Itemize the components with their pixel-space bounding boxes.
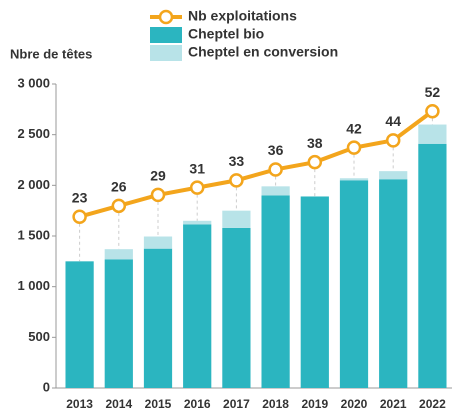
point	[72, 209, 87, 224]
data-label: 23	[72, 189, 88, 205]
bar	[104, 249, 133, 260]
bar	[183, 224, 212, 388]
data-label: 36	[268, 142, 284, 158]
legend-swatch	[150, 27, 182, 43]
y-axis-label: Nbre de têtes	[10, 46, 92, 61]
bar	[339, 180, 369, 388]
bar	[222, 210, 251, 228]
x-tick-label: 2022	[419, 397, 446, 411]
y-tick-label: 1 000	[17, 278, 50, 293]
bar	[222, 227, 251, 388]
x-tick-label: 2018	[262, 397, 289, 411]
bar	[143, 236, 173, 249]
bar	[183, 220, 212, 225]
x-tick-label: 2020	[341, 397, 368, 411]
bar	[143, 248, 173, 388]
y-tick-label: 0	[43, 379, 50, 394]
x-tick-label: 2013	[66, 397, 93, 411]
point	[425, 104, 440, 119]
x-tick-label: 2019	[301, 397, 328, 411]
bar	[339, 178, 369, 181]
y-tick-label: 1 500	[17, 227, 50, 242]
x-tick-label: 2014	[105, 397, 132, 411]
point	[346, 140, 362, 155]
point	[307, 154, 323, 170]
data-label: 42	[346, 120, 362, 136]
legend-label: Nb exploitations	[188, 8, 297, 24]
bar	[261, 195, 290, 388]
y-tick-label: 2 500	[17, 126, 50, 141]
legend-point	[158, 9, 174, 25]
y-tick-label: 500	[28, 329, 50, 344]
bar	[379, 179, 408, 388]
bar	[300, 196, 329, 388]
data-label: 38	[307, 135, 323, 151]
x-tick-label: 2021	[380, 397, 407, 411]
data-label: 26	[111, 179, 127, 195]
bar	[104, 259, 133, 388]
data-label: 52	[425, 84, 441, 100]
point	[150, 187, 166, 203]
point	[111, 198, 127, 214]
x-tick-label: 2015	[145, 397, 172, 411]
y-tick-label: 3 000	[17, 75, 50, 90]
y-tick-label: 2 000	[17, 177, 50, 192]
x-tick-label: 2017	[223, 397, 250, 411]
point	[229, 173, 244, 188]
line	[79, 109, 434, 219]
bar	[418, 124, 447, 144]
legend-swatch	[150, 45, 182, 61]
bar	[418, 143, 447, 388]
bar	[379, 171, 408, 180]
point	[385, 133, 401, 148]
x-tick-label: 2016	[184, 397, 211, 411]
point	[268, 162, 283, 177]
data-label: 33	[229, 153, 245, 169]
data-label: 31	[189, 160, 205, 176]
legend-label: Cheptel en conversion	[188, 44, 338, 60]
bar	[65, 261, 94, 388]
legend-label: Cheptel bio	[188, 26, 264, 42]
data-label: 44	[385, 113, 401, 129]
bar	[261, 186, 290, 196]
point	[189, 180, 205, 195]
data-label: 29	[150, 168, 166, 184]
